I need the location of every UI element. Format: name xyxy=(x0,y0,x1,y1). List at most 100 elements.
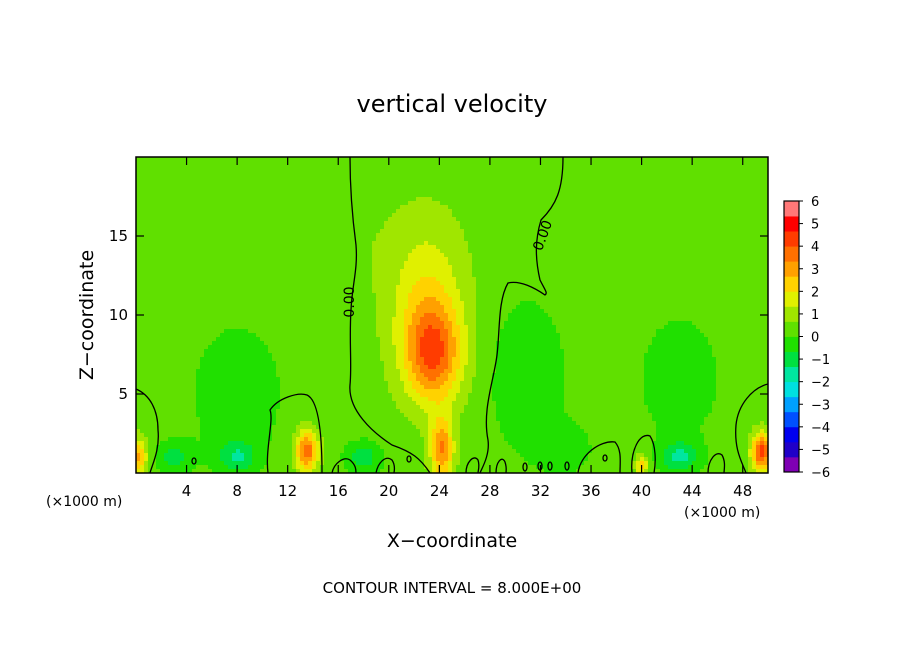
field-cell xyxy=(584,249,589,254)
field-cell xyxy=(432,205,437,210)
field-cell xyxy=(656,173,661,178)
field-cell xyxy=(560,225,565,230)
field-cell xyxy=(280,269,285,274)
field-cell xyxy=(252,225,257,230)
field-cell xyxy=(432,265,437,270)
field-cell xyxy=(720,225,725,230)
field-cell xyxy=(364,253,369,258)
field-cell xyxy=(156,173,161,178)
field-cell xyxy=(360,177,365,182)
field-cell xyxy=(588,233,593,238)
field-cell xyxy=(316,173,321,178)
field-cell xyxy=(232,269,237,274)
field-cell xyxy=(744,277,749,282)
field-cell xyxy=(440,225,445,230)
field-cell xyxy=(728,185,733,190)
field-cell xyxy=(628,209,633,214)
field-cell xyxy=(156,205,161,210)
field-cell xyxy=(644,189,649,194)
field-cell xyxy=(244,221,249,226)
field-cell xyxy=(684,209,689,214)
field-cell xyxy=(556,181,561,186)
field-cell xyxy=(312,241,317,246)
field-cell xyxy=(736,217,741,222)
field-cell xyxy=(332,185,337,190)
field-cell xyxy=(392,245,397,250)
field-cell xyxy=(512,169,517,174)
field-cell xyxy=(608,261,613,266)
field-cell xyxy=(240,169,245,174)
field-cell xyxy=(356,197,361,202)
field-cell xyxy=(480,257,485,262)
field-cell xyxy=(232,165,237,170)
field-cell xyxy=(548,265,553,270)
field-cell xyxy=(732,249,737,254)
field-cell xyxy=(180,185,185,190)
field-cell xyxy=(184,213,189,218)
field-cell xyxy=(168,217,173,222)
field-cell xyxy=(388,233,393,238)
field-cell xyxy=(520,181,525,186)
field-cell xyxy=(348,261,353,266)
field-cell xyxy=(288,209,293,214)
field-cell xyxy=(352,197,357,202)
field-cell xyxy=(604,217,609,222)
field-cell xyxy=(408,229,413,234)
field-cell xyxy=(272,213,277,218)
field-cell xyxy=(440,209,445,214)
field-cell xyxy=(332,257,337,262)
field-cell xyxy=(520,261,525,266)
field-cell xyxy=(664,213,669,218)
field-cell xyxy=(608,257,613,262)
field-cell xyxy=(532,197,537,202)
field-cell xyxy=(656,161,661,166)
field-cell xyxy=(396,245,401,250)
field-cell xyxy=(552,277,557,282)
field-cell xyxy=(252,165,257,170)
field-cell xyxy=(200,257,205,262)
field-cell xyxy=(628,273,633,278)
field-cell xyxy=(688,221,693,226)
field-cell xyxy=(556,269,561,274)
field-cell xyxy=(228,237,233,242)
field-cell xyxy=(532,181,537,186)
field-cell xyxy=(528,281,533,286)
field-cell xyxy=(660,269,665,274)
field-cell xyxy=(380,201,385,206)
field-cell xyxy=(548,245,553,250)
field-cell xyxy=(460,269,465,274)
field-cell xyxy=(200,261,205,266)
field-cell xyxy=(508,193,513,198)
field-cell xyxy=(328,245,333,250)
field-cell xyxy=(188,217,193,222)
field-cell xyxy=(756,237,761,242)
field-cell xyxy=(704,229,709,234)
field-cell xyxy=(576,169,581,174)
field-cell xyxy=(744,241,749,246)
field-cell xyxy=(336,185,341,190)
field-cell xyxy=(264,157,269,162)
field-cell xyxy=(500,249,505,254)
field-cell xyxy=(360,193,365,198)
field-cell xyxy=(300,189,305,194)
field-cell xyxy=(764,241,768,246)
field-cell xyxy=(524,249,529,254)
field-cell xyxy=(584,189,589,194)
field-cell xyxy=(588,221,593,226)
field-cell xyxy=(300,209,305,214)
field-cell xyxy=(136,269,141,274)
field-cell xyxy=(396,205,401,210)
field-cell xyxy=(760,233,765,238)
field-cell xyxy=(248,249,253,254)
field-cell xyxy=(760,169,765,174)
field-cell xyxy=(272,181,277,186)
field-cell xyxy=(692,169,697,174)
field-cell xyxy=(148,241,153,246)
field-cell xyxy=(724,225,729,230)
field-cell xyxy=(476,261,481,266)
field-cell xyxy=(248,273,253,278)
field-cell xyxy=(612,273,617,278)
field-cell xyxy=(312,217,317,222)
field-cell xyxy=(568,197,573,202)
field-cell xyxy=(748,213,753,218)
